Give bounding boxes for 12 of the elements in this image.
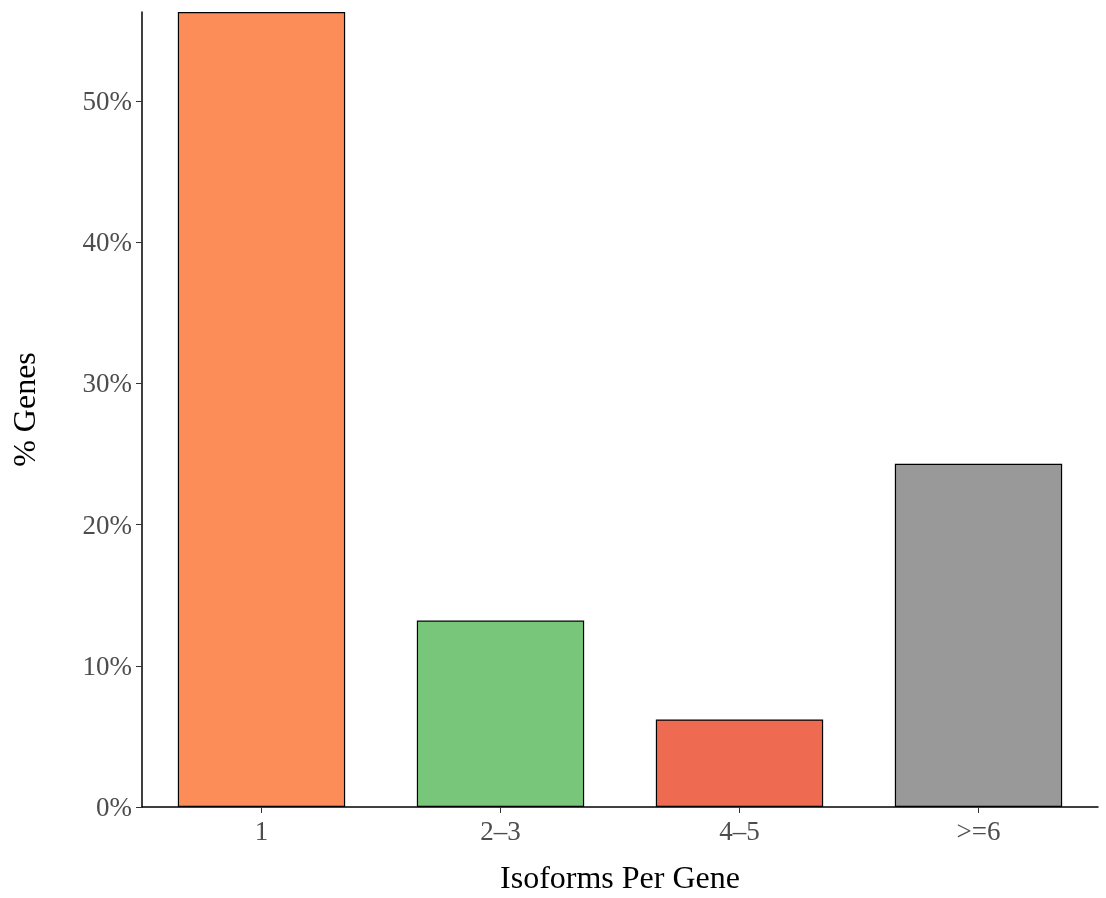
x-tick-label: >=6 — [956, 815, 1001, 846]
y-tick-label: 50% — [82, 85, 132, 116]
y-tick-label: 20% — [82, 509, 132, 540]
x-axis-title: Isoforms Per Gene — [500, 859, 740, 895]
y-tick-label: 10% — [82, 650, 132, 681]
y-axis-title: % Genes — [6, 352, 42, 467]
y-tick-label: 40% — [82, 227, 132, 258]
x-tick-label: 2–3 — [480, 815, 521, 846]
y-tick-label: 0% — [96, 792, 132, 822]
x-tick-label: 1 — [254, 815, 269, 846]
x-tick-label: 4–5 — [719, 815, 760, 846]
y-tick-label: 30% — [82, 368, 132, 399]
